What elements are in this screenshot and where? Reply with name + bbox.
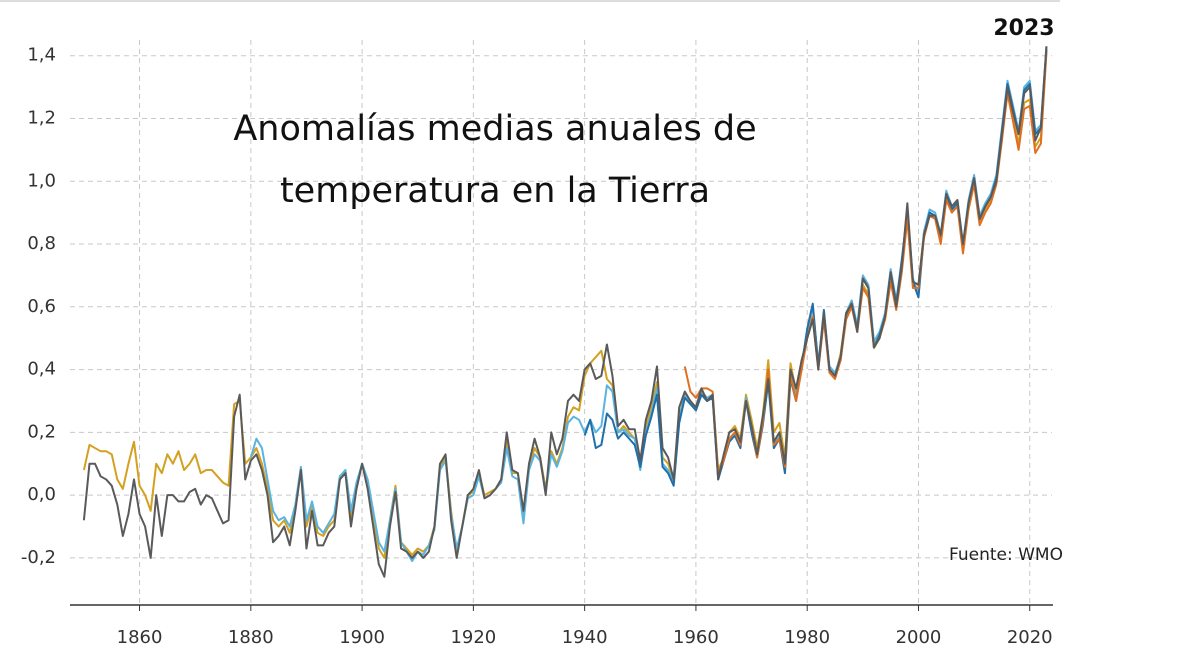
y-tick-label: 0,6 <box>27 296 56 317</box>
x-tick-label: 2000 <box>896 627 942 648</box>
chart-title: Anomalías medias anuales de temperatura … <box>233 109 757 211</box>
y-tick-label: 0,0 <box>27 484 56 505</box>
grid <box>70 40 1052 605</box>
x-tick-label: 1900 <box>339 627 385 648</box>
y-tick-label: -0,2 <box>21 547 56 568</box>
x-tick-label: 2020 <box>1007 627 1053 648</box>
y-tick-label: 0,4 <box>27 359 56 380</box>
x-tick-label: 1860 <box>117 627 163 648</box>
series-line <box>82 46 1048 578</box>
plot-lines <box>82 46 1048 578</box>
x-tick-label: 1940 <box>562 627 608 648</box>
y-tick-label: 1,0 <box>27 170 56 191</box>
x-tick-label: 1920 <box>450 627 496 648</box>
x-tick-label: 1980 <box>784 627 830 648</box>
x-tick-label: 1960 <box>673 627 719 648</box>
y-tick-label: 0,2 <box>27 421 56 442</box>
source-note: Fuente: WMO <box>949 545 1063 565</box>
y-tick-label: 1,4 <box>27 45 56 66</box>
year-annotation: 2023 <box>993 16 1054 41</box>
x-tick-label: 1880 <box>228 627 274 648</box>
y-tick-label: 0,8 <box>27 233 56 254</box>
y-tick-label: 1,2 <box>27 107 56 128</box>
